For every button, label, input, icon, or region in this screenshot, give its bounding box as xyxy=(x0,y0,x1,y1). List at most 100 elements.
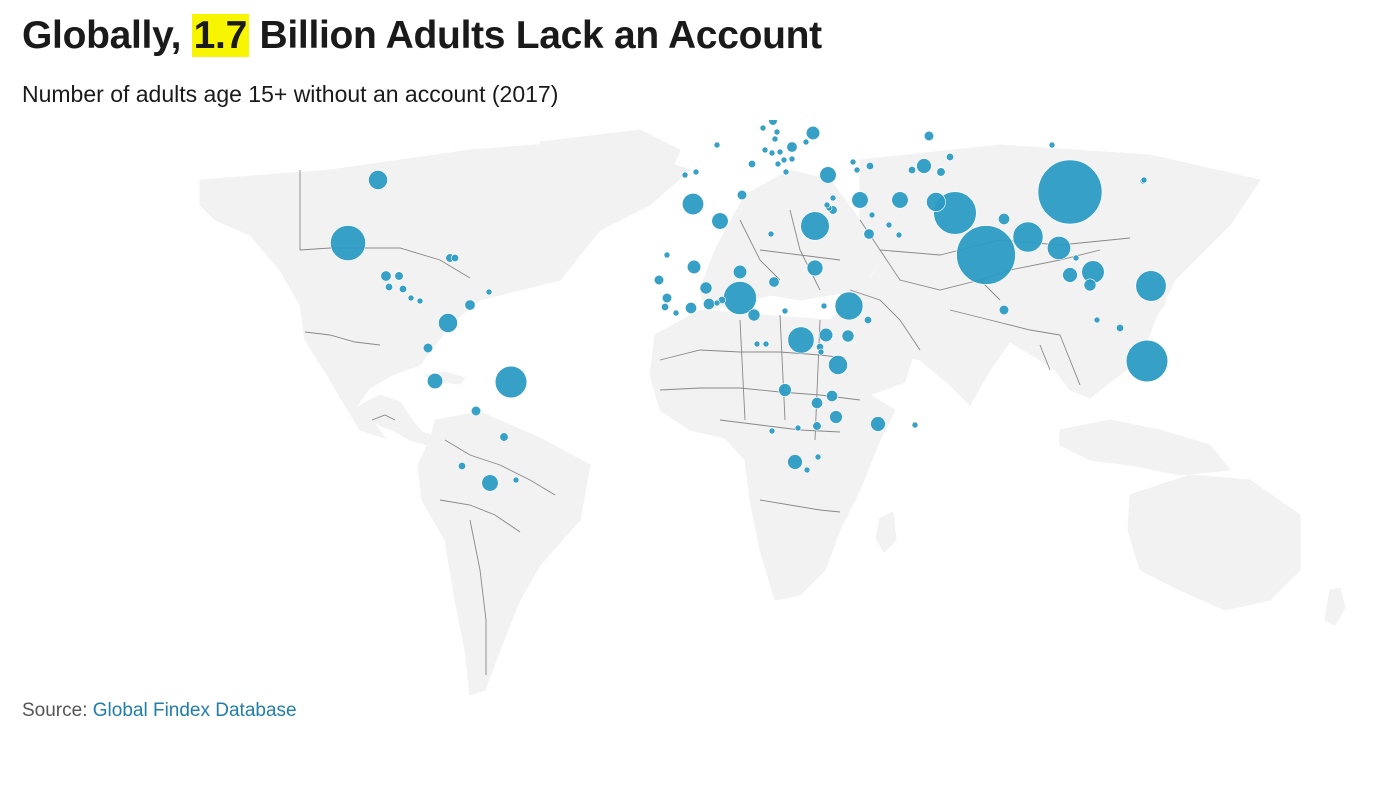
bubble-costa-rica[interactable]: Costa Rica xyxy=(407,294,415,302)
bubble-honduras[interactable]: Honduras xyxy=(394,271,404,281)
bubble-south-sudan[interactable]: South Sudan xyxy=(820,302,828,310)
bubble-south-africa[interactable]: South Africa xyxy=(787,454,803,470)
bubble-romania[interactable]: Romania xyxy=(786,141,798,153)
bubble-zambia[interactable]: Zambia xyxy=(811,397,823,409)
bubble-georgia[interactable]: Georgia xyxy=(849,158,857,166)
bubble-burundi[interactable]: Burundi xyxy=(817,348,825,356)
bubble-armenia[interactable]: Armenia xyxy=(853,166,861,174)
bubble-hungary[interactable]: Hungary xyxy=(771,135,779,143)
bubble-saudi-arabia[interactable]: Saudi Arabia xyxy=(863,228,875,240)
bubble-italy[interactable]: Italy xyxy=(747,159,756,168)
bubble-philippines[interactable]: Philippines xyxy=(1135,270,1167,302)
bubble-north-macedonia[interactable]: North Macedonia xyxy=(780,156,788,164)
bubble-algeria[interactable]: Algeria xyxy=(711,212,729,230)
bubble-turkey[interactable]: Turkey xyxy=(819,166,837,184)
bubble-malaysia[interactable]: Malaysia xyxy=(1116,324,1125,333)
bubble-togo[interactable]: Togo xyxy=(713,299,721,307)
bubble-kuwait[interactable]: Kuwait xyxy=(868,211,876,219)
bubble-chile[interactable]: Chile xyxy=(457,461,466,470)
bubble-bolivia[interactable]: Bolivia xyxy=(470,405,482,417)
bubble-guatemala[interactable]: Guatemala xyxy=(380,270,392,282)
bubble-ghana[interactable]: Ghana xyxy=(703,298,715,310)
bubble-uzbekistan[interactable]: Uzbekistan xyxy=(916,158,932,174)
bubble-indonesia[interactable]: Indonesia xyxy=(1125,339,1169,383)
bubble-china[interactable]: China xyxy=(1037,159,1103,225)
bubble-cambodia[interactable]: Cambodia xyxy=(1083,278,1097,292)
bubble-madagascar[interactable]: Madagascar xyxy=(870,416,886,432)
bubble-mongolia[interactable]: Mongolia xyxy=(1048,141,1056,149)
bubble-portugal[interactable]: Portugal xyxy=(681,171,689,179)
bubble-brazil[interactable]: Brazil xyxy=(494,365,528,399)
bubble-cote-d-ivoire[interactable]: Cote d'Ivoire xyxy=(685,302,697,314)
bubble-lebanon[interactable]: Lebanon xyxy=(829,194,837,202)
bubble-myanmar[interactable]: Myanmar xyxy=(1047,236,1071,260)
bubble-zimbabwe[interactable]: Zimbabwe xyxy=(812,421,822,431)
bubble-azerbaijan[interactable]: Azerbaijan xyxy=(865,161,874,170)
bubble-morocco[interactable]: Morocco xyxy=(682,193,704,215)
bubble-colombia[interactable]: Colombia xyxy=(438,313,458,333)
bubble-mauritius[interactable]: Mauritius xyxy=(911,421,919,429)
bubble-israel[interactable]: Israel xyxy=(823,201,831,209)
bubble-trinidad-and-tobago[interactable]: Trinidad and Tobago xyxy=(485,288,493,296)
source-link[interactable]: Global Findex Database xyxy=(92,700,297,721)
bubble-somalia[interactable]: Somalia xyxy=(863,316,872,325)
bubble-bangladesh[interactable]: Bangladesh xyxy=(1012,221,1044,253)
bubble-ethiopia[interactable]: Ethiopia xyxy=(834,291,864,321)
bubble-malawi[interactable]: Malawi xyxy=(826,390,838,402)
bubble-thailand[interactable]: Thailand xyxy=(1062,267,1078,283)
bubble-turkmenistan[interactable]: Turkmenistan xyxy=(907,165,916,174)
bubble-egypt[interactable]: Egypt xyxy=(800,211,830,241)
bubble-lesotho[interactable]: Lesotho xyxy=(803,466,811,474)
bubble-kyrgyzstan[interactable]: Kyrgyzstan xyxy=(945,152,954,161)
bubble-czech-republic[interactable]: Czech Republic xyxy=(759,124,767,132)
bubble-central-african-republic[interactable]: Central African Republic xyxy=(781,307,789,315)
bubble-angola[interactable]: Angola xyxy=(778,383,792,397)
bubble-sri-lanka[interactable]: Sri Lanka xyxy=(998,304,1010,316)
bubble-bulgaria[interactable]: Bulgaria xyxy=(788,155,796,163)
bubble-liberia[interactable]: Liberia xyxy=(672,309,680,317)
bubble-gabon[interactable]: Gabon xyxy=(753,340,761,348)
bubble-lao-pdr[interactable]: Lao PDR xyxy=(1072,254,1080,262)
bubble-serbia[interactable]: Serbia xyxy=(776,148,784,156)
bubble-croatia[interactable]: Croatia xyxy=(761,146,769,154)
bubble-nicaragua[interactable]: Nicaragua xyxy=(398,285,407,294)
bubble-tunisia[interactable]: Tunisia xyxy=(736,189,748,201)
bubble-uganda[interactable]: Uganda xyxy=(818,327,834,343)
bubble-mexico[interactable]: Mexico xyxy=(330,225,366,261)
bubble-guinea[interactable]: Guinea xyxy=(661,292,673,304)
bubble-sierra-leone[interactable]: Sierra Leone xyxy=(660,303,669,312)
bubble-poland[interactable]: Poland xyxy=(768,120,778,126)
bubble-kenya[interactable]: Kenya xyxy=(841,329,855,343)
bubble-nepal[interactable]: Nepal xyxy=(998,213,1010,225)
bubble-afghanistan[interactable]: Afghanistan xyxy=(926,192,946,212)
bubble-india[interactable]: India xyxy=(956,225,1016,285)
bubble-libya[interactable]: Libya xyxy=(767,230,775,238)
bubble-france[interactable]: France xyxy=(713,141,721,149)
bubble-united-states[interactable]: United States xyxy=(368,170,388,190)
bubble-namibia[interactable]: Namibia xyxy=(768,427,776,435)
bubble-venezuela[interactable]: Venezuela xyxy=(464,299,476,311)
bubble-uruguay[interactable]: Uruguay xyxy=(512,476,520,484)
bubble-iraq[interactable]: Iraq xyxy=(851,191,869,209)
bubble-south-korea[interactable]: South Korea xyxy=(1140,176,1148,184)
bubble-eswatini[interactable]: Eswatini xyxy=(814,453,822,461)
bubble-slovakia[interactable]: Slovakia xyxy=(773,128,781,136)
bubble-singapore[interactable]: Singapore xyxy=(1093,316,1101,324)
bubble-bosnia-and-herzegovina[interactable]: Bosnia and Herzegovina xyxy=(768,149,776,157)
bubble-botswana[interactable]: Botswana xyxy=(794,424,802,432)
bubble-niger[interactable]: Niger xyxy=(732,264,748,280)
bubble-dominican-republic[interactable]: Dominican Republic xyxy=(450,254,459,263)
bubble-tajikistan[interactable]: Tajikistan xyxy=(936,167,946,177)
bubble-senegal[interactable]: Senegal xyxy=(653,274,665,286)
bubble-panama[interactable]: Panama xyxy=(416,297,424,305)
bubble-moldova[interactable]: Moldova xyxy=(802,138,810,146)
bubble-mozambique[interactable]: Mozambique xyxy=(829,410,843,424)
bubble-iran[interactable]: Iran xyxy=(891,191,909,209)
bubble-albania[interactable]: Albania xyxy=(774,160,782,168)
bubble-paraguay[interactable]: Paraguay xyxy=(499,432,509,442)
bubble-spain[interactable]: Spain xyxy=(692,168,700,176)
bubble-tanzania[interactable]: Tanzania xyxy=(828,355,848,375)
bubble-dr-congo[interactable]: DR Congo xyxy=(787,326,815,354)
bubble-cameroon[interactable]: Cameroon xyxy=(747,308,761,322)
bubble-el-salvador[interactable]: El Salvador xyxy=(384,283,393,292)
